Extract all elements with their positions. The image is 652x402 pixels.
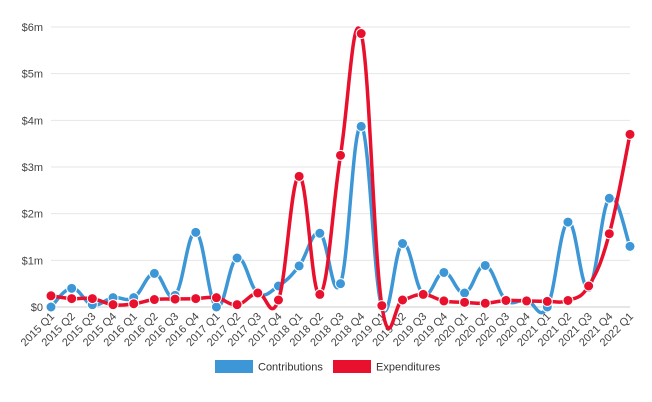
data-point [479,297,491,309]
data-point [148,267,160,279]
data-point [500,294,512,306]
data-point [624,128,636,140]
data-point [376,300,388,312]
y-tick-label: $3m [22,162,43,174]
grid [51,26,630,308]
series-expenditures [45,26,636,330]
data-point [66,293,78,305]
y-axis: $0 $1m $2m $3m $4m $5m $6m [22,22,43,314]
legend-swatch [215,360,253,373]
data-point [231,299,243,311]
data-point [293,170,305,182]
data-point [459,296,471,308]
data-point [603,228,615,240]
data-point [148,294,160,306]
data-point [397,294,409,306]
data-point [541,295,553,307]
legend-swatch [333,360,371,373]
y-tick-label: $0 [31,302,43,314]
data-point [210,292,222,304]
data-point [624,240,636,252]
y-tick-label: $5m [22,69,43,81]
data-point [314,288,326,300]
data-point [45,290,57,302]
data-point [169,293,181,305]
data-point [190,293,202,305]
data-point [479,259,491,271]
data-point [438,266,450,278]
data-point [417,288,429,300]
data-point [438,295,450,307]
data-point [583,280,595,292]
data-point [210,301,222,313]
data-point [45,301,57,313]
data-point [459,287,471,299]
legend-label: Expenditures [376,362,441,374]
legend-item-expenditures: Expenditures [333,360,441,374]
data-point [86,293,98,305]
legend-item-contributions: Contributions [215,360,323,374]
data-point [314,227,326,239]
data-point [293,260,305,272]
y-tick-label: $4m [22,115,43,127]
data-point [355,28,367,40]
data-point [397,238,409,250]
y-tick-label: $2m [22,209,43,221]
data-point [128,298,140,310]
data-point [562,216,574,228]
data-point [562,294,574,306]
data-point [335,149,346,161]
data-point [231,252,243,264]
series-contributions [45,120,636,315]
data-point [603,192,615,204]
data-point [107,299,119,311]
data-point [521,295,533,307]
data-point [190,226,202,238]
legend: Contributions Expenditures [215,360,441,374]
data-point [252,287,264,299]
legend-label: Contributions [258,362,323,374]
data-point [335,278,346,290]
y-tick-label: $1m [22,255,43,267]
series-area [45,26,636,330]
data-point [66,282,78,294]
data-point [272,294,284,306]
y-tick-label: $6m [22,22,43,34]
data-point [355,120,367,132]
